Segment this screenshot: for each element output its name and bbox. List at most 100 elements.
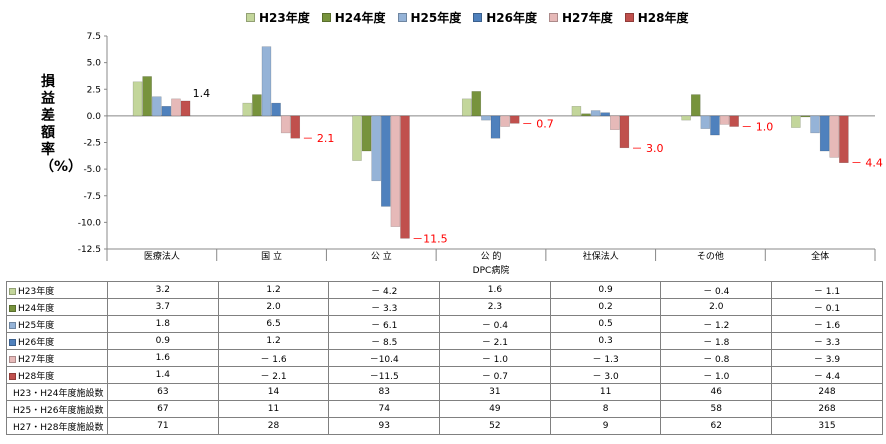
table-cell: 0.9 <box>549 281 662 299</box>
table-row: H23年度 3.2 1.2 － 4.2 1.6 0.9 － 0.4 － 1.1 <box>6 281 883 299</box>
bar <box>361 115 372 152</box>
bar <box>132 81 143 117</box>
bar <box>681 115 691 121</box>
table-cell: 58 <box>660 400 773 418</box>
bar <box>571 106 582 117</box>
table-cell: 3.7 <box>107 298 219 316</box>
legend-swatch <box>624 12 634 22</box>
table-cell: － 1.2 <box>660 315 773 333</box>
legend-swatch <box>397 12 407 22</box>
table-cell: － 3.0 <box>549 366 662 384</box>
table-cell: － 1.6 <box>771 315 883 333</box>
table-cell: 2.0 <box>660 298 773 316</box>
bar <box>710 115 720 136</box>
table-row: H26年度 0.9 1.2 － 8.5 － 2.1 0.3 － 1.8 － 3.3 <box>6 332 883 350</box>
x-axis-label: DPC病院 <box>473 264 510 276</box>
table-cell: － 1.8 <box>660 332 773 350</box>
legend-item: H24年度 <box>321 9 386 26</box>
table-cell: 3.2 <box>107 281 219 299</box>
bar <box>819 115 830 152</box>
x-tick-label: 医療法人 <box>144 250 180 262</box>
table-cell: 28 <box>217 417 330 435</box>
bar <box>610 115 620 130</box>
bar <box>700 115 711 129</box>
bar <box>461 98 472 117</box>
bar <box>252 94 262 117</box>
table-cell: 67 <box>107 400 219 418</box>
row-swatch <box>9 321 16 329</box>
table-row: H27・H28年度施設数 71 28 93 52 9 62 315 <box>6 417 883 435</box>
table-cell: － 6.1 <box>328 315 441 333</box>
table-cell: 2.3 <box>439 298 551 316</box>
table-cell: 63 <box>107 383 219 401</box>
bar <box>152 96 162 117</box>
bar <box>729 115 739 127</box>
table-cell: － 8.5 <box>328 332 441 350</box>
table-cell: 1.2 <box>217 281 330 299</box>
bar <box>352 115 362 161</box>
bar <box>791 115 801 128</box>
bar <box>810 115 820 134</box>
legend-label: H24年度 <box>334 10 386 25</box>
table-cell: 93 <box>328 417 441 435</box>
bar <box>271 102 281 117</box>
table-cell: 83 <box>328 383 441 401</box>
table-cell: 49 <box>439 400 551 418</box>
legend-swatch <box>246 12 255 22</box>
legend-item: H28年度 <box>624 9 689 26</box>
bar <box>690 94 701 117</box>
table-cell: 11 <box>217 400 330 418</box>
bar <box>600 112 610 117</box>
table-cell: － 0.1 <box>771 298 883 316</box>
table-cell: － 0.4 <box>660 281 773 299</box>
bar <box>481 115 491 121</box>
y-tick-label: -7.5 <box>83 192 101 202</box>
y-axis-label: 損益差額率（%） <box>40 74 83 175</box>
table-row: H23・H24年度施設数 63 14 83 31 11 46 248 <box>6 383 883 401</box>
bar <box>261 46 272 117</box>
table-cell: － 0.4 <box>439 315 551 333</box>
row-header: H27年度 <box>6 349 108 367</box>
row-header: H23年度 <box>6 281 108 299</box>
bar <box>242 102 253 117</box>
table-cell: － 2.1 <box>217 366 330 384</box>
table-cell: 9 <box>549 417 662 435</box>
table-cell: － 2.1 <box>439 332 551 350</box>
row-label: H25年度 <box>18 320 55 331</box>
y-tick-label: 2.5 <box>87 85 101 95</box>
legend-item: H25年度 <box>397 9 462 26</box>
table-row: H27年度 1.6 － 1.6 －10.4 － 1.0 － 1.3 － 0.8 － 3.9 <box>6 349 883 367</box>
legend-swatch <box>321 12 331 22</box>
table-cell: － 1.0 <box>439 349 551 367</box>
bar <box>829 115 839 158</box>
table-cell: 52 <box>439 417 551 435</box>
table-cell: 8 <box>549 400 662 418</box>
table-cell: －11.5 <box>328 366 441 384</box>
table-cell: － 4.4 <box>771 366 883 384</box>
row-label: H26年度 <box>18 337 55 348</box>
table-cell: 0.3 <box>549 332 662 350</box>
bar <box>280 115 291 134</box>
x-tick-label: 公 立 <box>371 250 392 262</box>
table-cell: 0.5 <box>549 315 662 333</box>
row-label: H25・H26年度施設数 <box>13 405 104 416</box>
table-cell: － 0.8 <box>660 349 773 367</box>
row-swatch <box>9 287 16 295</box>
y-tick-label: 0.0 <box>87 112 102 122</box>
bar <box>161 106 172 117</box>
table-cell: 74 <box>328 400 441 418</box>
table-row: H25・H26年度施設数 67 11 74 49 8 58 268 <box>6 400 883 418</box>
legend-label: H25年度 <box>410 10 462 25</box>
table-cell: 1.2 <box>217 332 330 350</box>
legend-label: H28年度 <box>637 10 689 25</box>
table-cell: 14 <box>217 383 330 401</box>
bar <box>400 115 410 239</box>
row-header: H27・H28年度施設数 <box>6 417 108 435</box>
row-header: H26年度 <box>6 332 108 350</box>
row-label: H23年度 <box>18 286 55 297</box>
bar <box>371 115 381 182</box>
row-label: H28年度 <box>18 371 55 382</box>
table-row: H28年度 1.4 － 2.1 －11.5 － 0.7 － 3.0 － 1.0 － 4.4 <box>6 366 883 384</box>
legend-swatch <box>473 12 483 22</box>
